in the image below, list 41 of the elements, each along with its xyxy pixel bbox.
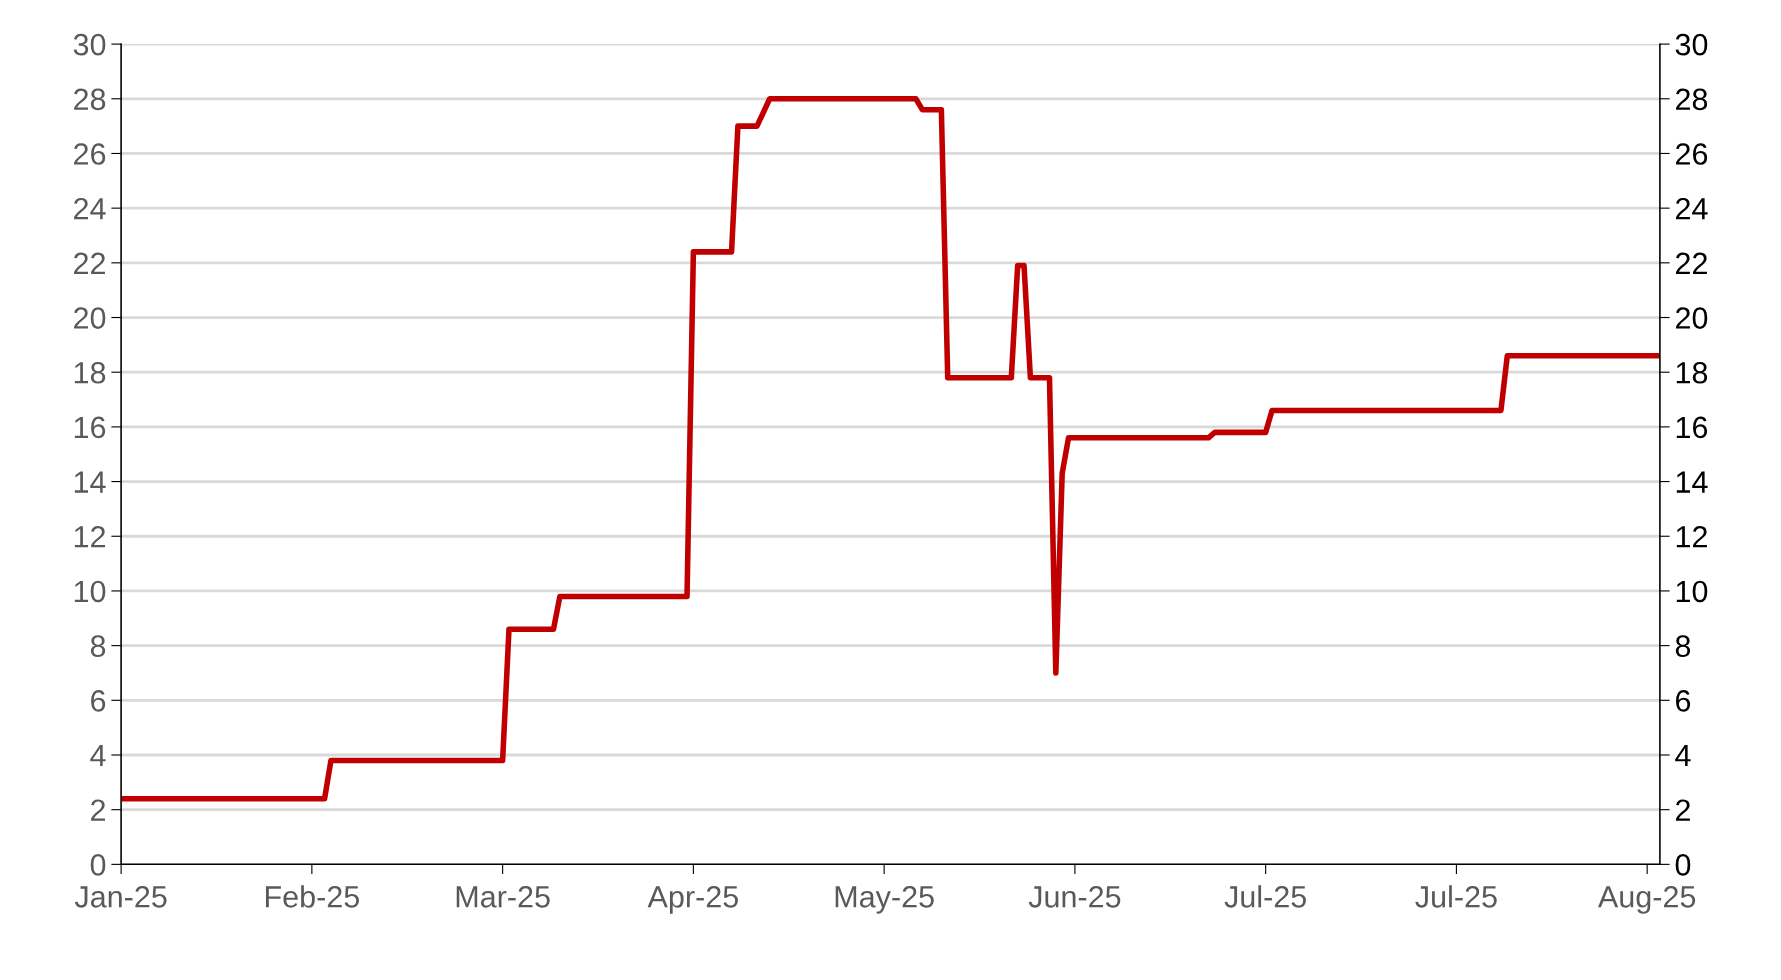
y2-tick-label: 20 [1676,307,1708,329]
y2-tick-label: 4 [1675,745,1691,767]
x-tick-label: Jan-25 [74,886,167,908]
y-tick-label: 14 [74,471,106,493]
y-tick-label: 30 [73,33,106,56]
x-tick-label: Apr-25 [647,886,738,914]
y2-tick-label: 30 [1675,33,1708,56]
y2-tick-label: 14 [1676,471,1708,493]
y2-tick-label: 12 [1676,525,1707,548]
y-tick-label: 16 [74,416,106,439]
y-tick-label: 24 [74,197,106,220]
y2-tick-label: 2 [1676,799,1690,821]
y-tick-label: 10 [74,580,106,603]
y-tick-label: 6 [91,690,106,712]
y-tick-label: 2 [91,799,105,821]
y2-tick-label: 16 [1676,416,1708,439]
y2-tick-label: 24 [1676,197,1708,220]
y2-tick-label: 22 [1676,252,1707,274]
y2-tick-label: 28 [1676,88,1708,111]
y-tick-label: 28 [74,88,106,111]
y2-tick-label: 8 [1675,635,1691,657]
y-tick-label: 26 [74,143,106,165]
y-tick-label: 22 [74,252,105,274]
x-tick-label: Jul-25 [1224,885,1306,908]
y2-tick-label: 10 [1676,580,1708,603]
y-tick-label: 8 [90,635,106,657]
x-tick-label: Jun-25 [1028,886,1121,908]
y-tick-label: 20 [74,307,106,329]
y2-tick-label: 26 [1676,143,1708,165]
y-tick-label: 12 [74,525,105,548]
y2-tick-label: 0 [1675,854,1691,876]
y2-tick-label: 6 [1676,690,1691,712]
y2-tick-label: 18 [1676,361,1708,384]
x-tick-label: May-25 [835,886,934,914]
x-tick-label: Mar-25 [456,886,550,908]
x-tick-label: Aug-25 [1597,886,1696,914]
y-tick-label: 18 [74,361,106,384]
y-tick-label: 4 [90,745,106,767]
y-tick-label: 0 [90,854,106,876]
x-tick-label: Jul-25 [1415,885,1497,908]
x-tick-label: Feb-25 [265,885,359,908]
